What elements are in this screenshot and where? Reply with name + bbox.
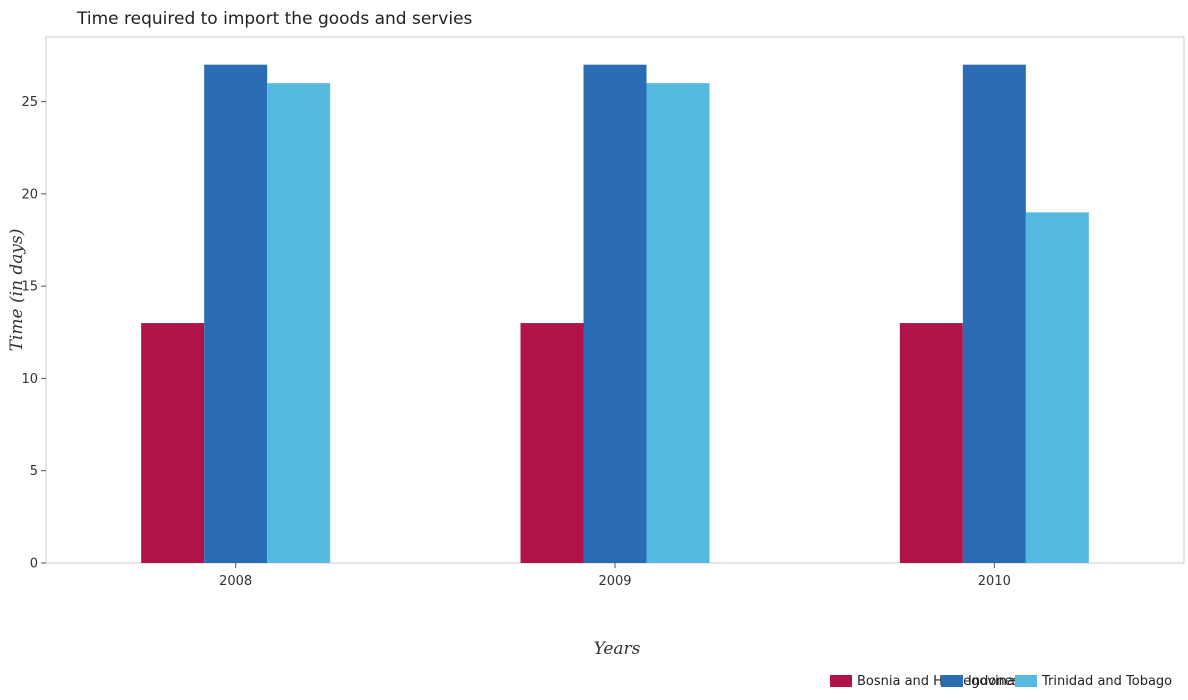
legend-label: Trinidad and Tobago bbox=[1041, 674, 1172, 689]
bar-trinidad-and-tobago-2010 bbox=[1026, 212, 1089, 563]
bar-bosnia-and-herzegovina-2008 bbox=[141, 323, 204, 563]
bar-indonesia-2009 bbox=[584, 65, 647, 563]
y-tick-label: 5 bbox=[30, 464, 38, 479]
y-tick-label: 25 bbox=[21, 95, 38, 110]
x-tick-label: 2010 bbox=[978, 574, 1011, 589]
y-tick-label: 20 bbox=[21, 187, 38, 202]
legend-swatch bbox=[830, 675, 852, 687]
bar-trinidad-and-tobago-2009 bbox=[647, 83, 710, 563]
bar-bosnia-and-herzegovina-2010 bbox=[900, 323, 963, 563]
legend-swatch bbox=[941, 675, 963, 687]
y-axis-label: Time (in days) bbox=[7, 229, 27, 352]
x-tick-label: 2009 bbox=[598, 574, 631, 589]
bar-bosnia-and-herzegovina-2009 bbox=[521, 323, 584, 563]
x-axis-label: Years bbox=[594, 639, 641, 659]
bar-indonesia-2010 bbox=[963, 65, 1026, 563]
chart-title: Time required to import the goods and se… bbox=[76, 9, 473, 29]
bar-indonesia-2008 bbox=[204, 65, 267, 563]
legend-swatch bbox=[1015, 675, 1037, 687]
bar-trinidad-and-tobago-2008 bbox=[267, 83, 330, 563]
y-tick-label: 0 bbox=[30, 557, 38, 572]
x-tick-label: 2008 bbox=[219, 574, 252, 589]
y-tick-label: 10 bbox=[21, 372, 38, 387]
